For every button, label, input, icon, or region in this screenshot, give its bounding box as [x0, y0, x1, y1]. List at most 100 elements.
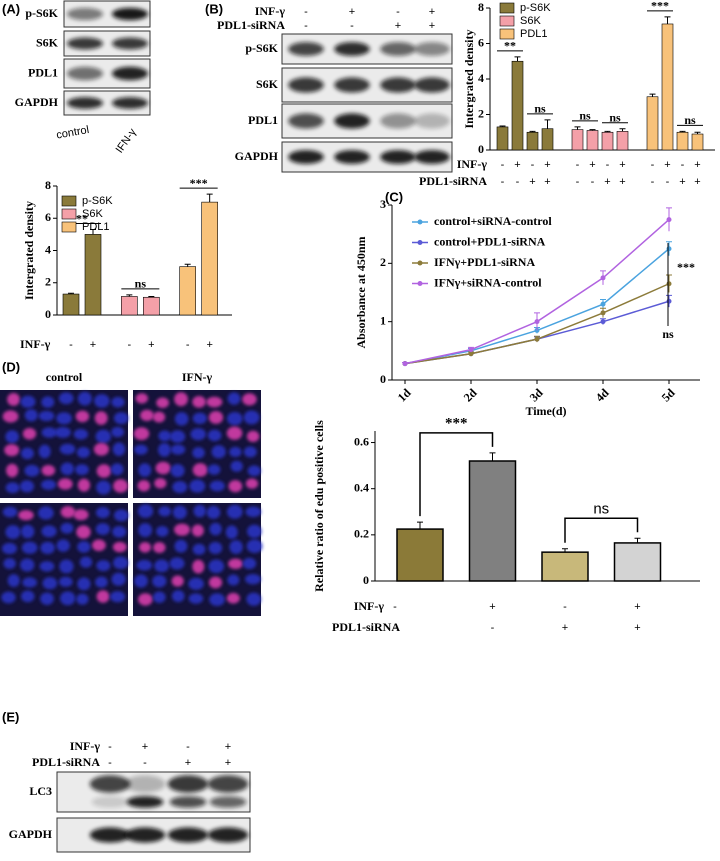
nucleus	[96, 590, 110, 603]
nucleus	[243, 410, 260, 425]
nucleus	[170, 463, 185, 478]
x-tick-label: 5d	[659, 385, 678, 404]
blot-band	[414, 113, 450, 129]
condition-label: INF-γ	[255, 4, 286, 18]
blot-band	[111, 97, 149, 109]
nucleus	[77, 541, 91, 553]
condition-sign: -	[186, 741, 190, 753]
nucleus	[245, 478, 259, 489]
blot-row-label: S6K	[36, 35, 59, 49]
legend-label: IFNγ+siRNA-control	[434, 275, 542, 289]
condition-label: PDL1-siRNA	[419, 174, 487, 188]
y-tick-label: 0.4	[354, 480, 369, 494]
condition-sign: +	[90, 339, 96, 351]
y-tick-label: 0.2	[354, 527, 369, 541]
error-bar	[499, 125, 506, 127]
blot-band	[124, 827, 166, 843]
nucleus	[189, 479, 206, 493]
condition-sign: -	[393, 622, 397, 634]
nucleus	[170, 444, 186, 455]
condition-sign: -	[576, 159, 580, 171]
blot-band	[380, 150, 416, 164]
nucleus	[155, 461, 171, 475]
blot-row-label: PDL1	[248, 113, 278, 127]
blot-band	[209, 796, 247, 808]
condition-sign: -	[108, 741, 112, 753]
blot-row-label: GAPDH	[15, 95, 59, 109]
nucleus	[157, 442, 171, 457]
column-label: control	[46, 370, 83, 384]
nucleus	[73, 509, 89, 521]
nucleus	[208, 559, 225, 574]
nucleus	[7, 392, 20, 406]
legend-label: control+siRNA-control	[434, 214, 552, 228]
nucleus	[226, 426, 243, 440]
nucleus	[24, 409, 38, 422]
significance-label: ***	[190, 176, 208, 190]
legend-swatch	[61, 195, 77, 207]
point	[600, 301, 606, 307]
nucleus	[20, 447, 34, 460]
condition-sign: +	[429, 20, 435, 32]
bar	[84, 234, 102, 316]
y-tick-label: 2	[478, 106, 484, 120]
error-bar	[604, 130, 611, 133]
blot-band	[288, 150, 324, 164]
y-tick-label: 4	[478, 71, 484, 85]
condition-sign: +	[544, 176, 550, 188]
nucleus	[56, 539, 70, 552]
significance-bracket	[419, 432, 494, 517]
nucleus	[227, 574, 240, 586]
condition-sign: -	[516, 176, 520, 188]
condition-sign: +	[206, 339, 212, 351]
nucleus	[138, 463, 152, 477]
condition-sign: +	[634, 622, 640, 634]
nucleus	[94, 394, 110, 408]
condition-sign: +	[148, 339, 154, 351]
bar	[121, 296, 138, 316]
nucleus	[94, 411, 108, 425]
nucleus	[188, 577, 204, 590]
nucleus	[22, 577, 38, 588]
blot-band	[167, 827, 209, 843]
condition-sign: -	[651, 159, 655, 171]
nucleus	[229, 540, 243, 554]
nucleus	[21, 590, 35, 603]
nucleus	[153, 542, 166, 554]
nucleus	[5, 525, 21, 540]
bar	[62, 293, 80, 316]
condition-sign: +	[225, 741, 231, 753]
nucleus	[242, 393, 257, 406]
blot-band	[66, 97, 104, 109]
bar	[201, 201, 218, 316]
condition-sign: +	[225, 757, 231, 769]
blot-band	[288, 113, 324, 129]
nucleus	[2, 506, 18, 518]
condition-sign: +	[604, 176, 610, 188]
nucleus	[111, 426, 125, 438]
condition-sign: -	[531, 159, 535, 171]
blot-row-label: S6K	[256, 77, 279, 91]
legend-label: p-S6K	[82, 195, 113, 207]
blot-row-label: p-S6K	[245, 41, 278, 55]
legend-label: p-S6K	[520, 2, 551, 14]
nucleus	[246, 430, 260, 443]
bar	[541, 551, 589, 582]
error-bar	[664, 16, 671, 24]
nucleus	[110, 591, 126, 603]
nucleus	[207, 429, 222, 442]
y-tick-label: 1	[380, 313, 386, 327]
blot-band	[66, 7, 104, 21]
nucleus	[225, 525, 238, 539]
nucleus	[228, 558, 243, 569]
blot-row-label: GAPDH	[235, 149, 279, 163]
legend-swatch	[499, 15, 515, 27]
legend-label: control+PDL1-siRNA	[434, 234, 546, 248]
nucleus	[154, 559, 170, 573]
bar	[396, 528, 444, 582]
nucleus	[77, 577, 91, 591]
panel-label: (A)	[2, 1, 20, 16]
y-tick-label: 4	[45, 242, 51, 256]
annotation: ns	[662, 327, 674, 341]
